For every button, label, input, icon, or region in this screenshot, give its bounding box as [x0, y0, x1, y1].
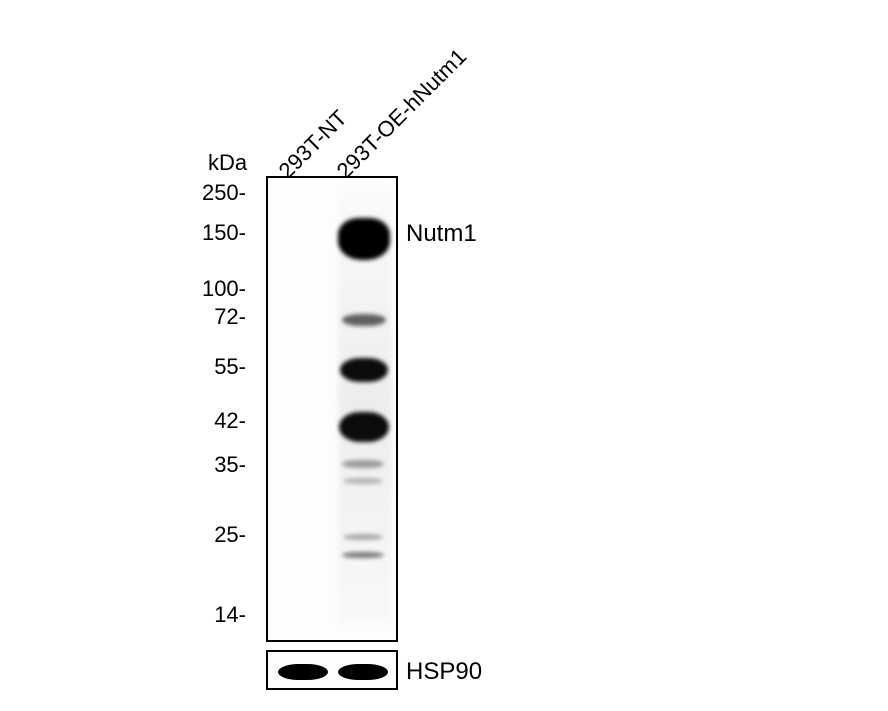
marker-100-value: 100	[202, 276, 239, 301]
marker-72: 72-	[186, 304, 246, 330]
band-36kda	[343, 478, 383, 484]
marker-55-value: 55	[214, 354, 238, 379]
lane-label-2-text: 293T-OE-hNutm1	[332, 44, 472, 184]
marker-150: 150-	[186, 220, 246, 246]
band-24kda	[342, 552, 384, 558]
loading-protein-label: HSP90	[406, 658, 482, 686]
marker-42-value: 42	[214, 408, 238, 433]
band-42kda	[339, 412, 389, 442]
marker-100: 100-	[186, 276, 246, 302]
kda-axis-label: kDa	[208, 150, 247, 176]
marker-35: 35-	[186, 452, 246, 478]
band-26kda	[343, 534, 383, 540]
target-protein-text: Nutm1	[406, 220, 477, 247]
marker-150-value: 150	[202, 220, 239, 245]
loading-control-blot	[266, 650, 398, 690]
marker-35-value: 35	[214, 452, 238, 477]
kda-axis-text: kDa	[208, 150, 247, 175]
main-blot	[266, 176, 398, 642]
western-blot-figure: 293T-NT 293T-OE-hNutm1 kDa 250- 150- 100…	[90, 20, 790, 700]
hsp90-band-lane1	[278, 664, 328, 680]
marker-25-value: 25	[214, 522, 238, 547]
marker-72-value: 72	[214, 304, 238, 329]
marker-250-value: 250	[202, 180, 239, 205]
marker-25: 25-	[186, 522, 246, 548]
marker-14-value: 14	[214, 602, 238, 627]
band-72kda	[342, 314, 386, 326]
hsp90-band-lane2	[338, 664, 388, 680]
marker-55: 55-	[186, 354, 246, 380]
band-38kda	[342, 460, 384, 468]
target-protein-label: Nutm1	[406, 220, 477, 248]
marker-14: 14-	[186, 602, 246, 628]
band-150kda	[338, 218, 390, 260]
marker-250: 250-	[186, 180, 246, 206]
band-55kda	[340, 358, 388, 382]
loading-protein-text: HSP90	[406, 658, 482, 685]
marker-42: 42-	[186, 408, 246, 434]
lane-label-2: 293T-OE-hNutm1	[332, 44, 472, 184]
